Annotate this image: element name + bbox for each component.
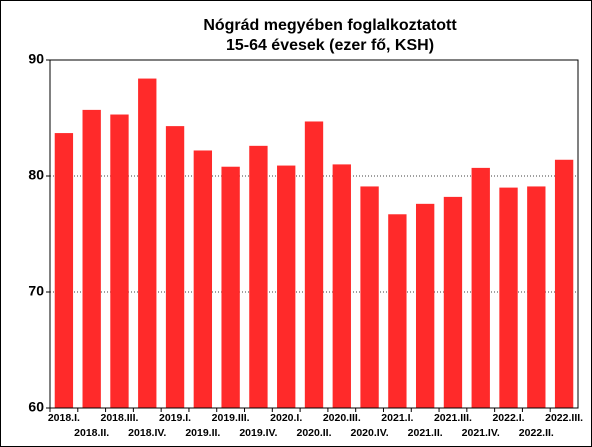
x-tick-label: 2019.I.: [159, 412, 191, 424]
bar: [554, 159, 574, 408]
x-tick-label: 2022.I.: [492, 412, 524, 424]
x-tick-label: 2021.I.: [381, 412, 413, 424]
x-tick-label: 2020.IV.: [351, 427, 389, 439]
bar: [82, 109, 101, 408]
y-tick-label: 70: [28, 283, 44, 299]
x-tick-label: 2021.II.: [408, 427, 443, 439]
y-tick-label: 60: [28, 399, 44, 415]
bar: [304, 121, 324, 408]
bar: [415, 203, 435, 408]
x-tick-label: 2018.IV.: [128, 427, 166, 439]
bar: [527, 186, 546, 408]
bar: [221, 166, 240, 408]
x-tick-label: 2018.II.: [74, 427, 109, 439]
chart-subtitle: 15-64 évesek (ezer fő, KSH): [226, 37, 434, 54]
bar: [165, 126, 185, 409]
x-tick-label: 2019.III.: [212, 412, 250, 424]
plot-frame: [49, 59, 579, 409]
bar: [193, 150, 213, 409]
x-tick-label: 2020.II.: [296, 427, 331, 439]
bar: [54, 133, 74, 408]
x-tick-label: 2022.II.: [519, 427, 554, 439]
y-tick-label: 80: [28, 167, 44, 183]
x-tick-label: 2018.III.: [100, 412, 138, 424]
y-tick-label: 90: [28, 51, 44, 67]
bar: [277, 165, 296, 408]
bar: [443, 196, 463, 408]
chart-title: Nógrád megyében foglalkoztatott: [203, 17, 457, 34]
x-tick-label: 2018.I.: [48, 412, 80, 424]
x-tick-label: 2021.IV.: [462, 427, 500, 439]
bar: [110, 114, 129, 409]
x-tick-label: 2020.I.: [270, 412, 302, 424]
bar: [360, 186, 379, 408]
bar: [388, 214, 407, 408]
bar: [332, 164, 351, 408]
x-tick-label: 2020.III.: [323, 412, 361, 424]
bar: [471, 167, 490, 408]
x-tick-label: 2021.III.: [434, 412, 472, 424]
bar: [499, 187, 518, 408]
x-tick-label: 2022.III.: [545, 412, 583, 424]
x-tick-label: 2019.II.: [185, 427, 220, 439]
x-tick-label: 2019.IV.: [239, 427, 277, 439]
bar: [138, 78, 157, 408]
bar: [249, 145, 268, 408]
